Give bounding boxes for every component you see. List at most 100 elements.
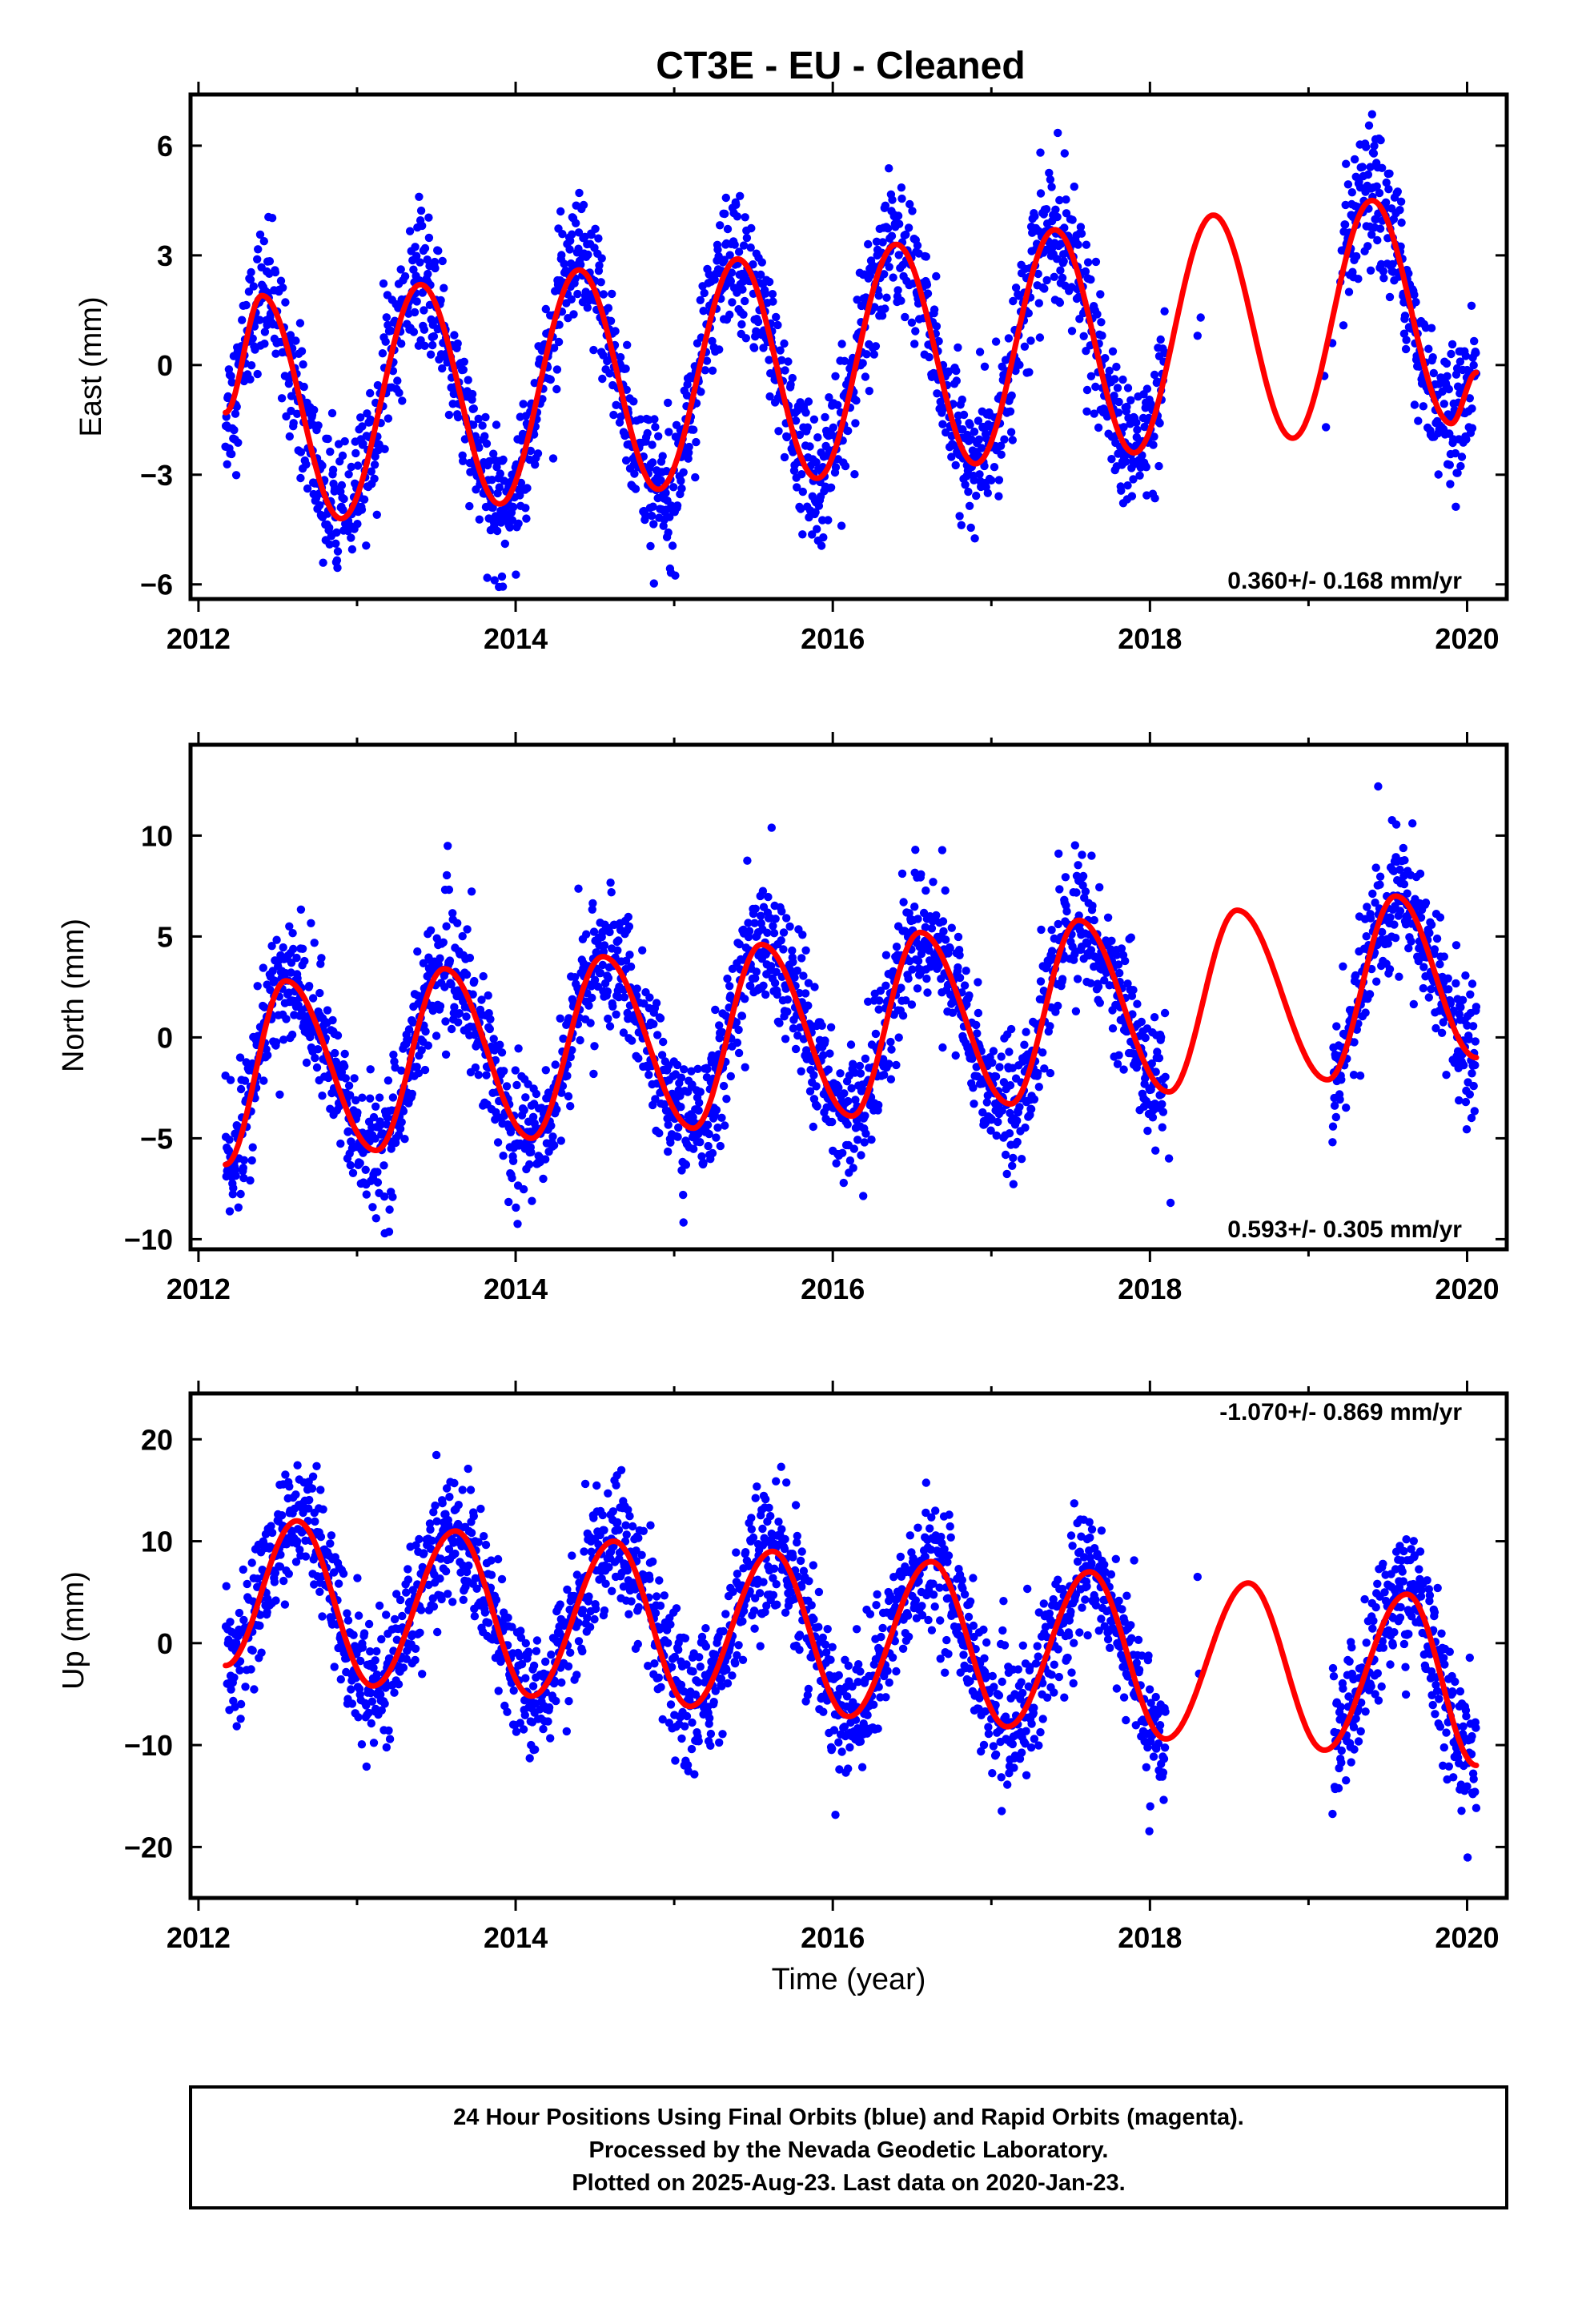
north-data-point — [845, 1156, 855, 1165]
east-data-point — [1469, 360, 1478, 370]
east-data-point — [1067, 327, 1077, 336]
north-data-point — [1362, 932, 1371, 941]
east-data-point — [795, 430, 805, 440]
north-data-point — [716, 1141, 725, 1151]
east-data-point — [1036, 148, 1045, 157]
east-data-point — [1367, 230, 1376, 239]
east-data-point — [1054, 128, 1062, 138]
east-data-point — [1079, 332, 1088, 340]
east-data-point — [332, 528, 341, 537]
east-data-point — [347, 462, 355, 472]
north-data-point — [519, 1184, 528, 1194]
north-data-point — [413, 947, 422, 956]
east-data-point — [347, 545, 357, 554]
east-data-point — [713, 245, 722, 254]
north-data-point — [660, 1100, 669, 1109]
up-data-point — [433, 1627, 442, 1637]
east-data-point — [1062, 195, 1070, 204]
east-data-point — [1358, 163, 1367, 171]
east-data-point — [936, 397, 945, 406]
east-data-point — [344, 470, 353, 479]
north-data-point — [1062, 907, 1071, 916]
east-data-point — [813, 433, 822, 442]
east-data-point — [727, 268, 737, 277]
north-data-point — [681, 1160, 691, 1169]
north-data-point — [343, 1127, 353, 1136]
north-data-point — [752, 967, 761, 976]
north-data-point — [1399, 879, 1409, 889]
north-data-point — [253, 982, 262, 991]
north-data-point — [477, 995, 486, 1004]
east-data-point — [1452, 502, 1460, 511]
north-data-point — [838, 1148, 847, 1158]
east-data-point — [1035, 333, 1045, 342]
north-data-point — [1462, 1125, 1472, 1134]
east-data-point — [671, 571, 680, 580]
north-data-point — [369, 1112, 379, 1122]
north-data-point — [1461, 971, 1470, 980]
north-data-point — [1006, 1024, 1016, 1034]
north-data-point — [604, 974, 613, 983]
east-data-point — [831, 372, 840, 380]
north-data-point — [596, 968, 605, 978]
north-data-point — [735, 939, 744, 949]
north-x-tick-label: 2020 — [1435, 1273, 1499, 1305]
east-data-point — [382, 313, 391, 322]
east-data-point — [474, 414, 483, 424]
east-data-point — [959, 410, 969, 420]
east-data-point — [782, 432, 791, 442]
up-data-point — [222, 1582, 231, 1590]
north-data-point — [689, 1144, 698, 1153]
east-x-tick-label: 2020 — [1435, 622, 1499, 655]
north-data-point — [600, 941, 609, 950]
north-data-point — [1160, 1008, 1170, 1018]
north-data-point — [455, 1009, 464, 1018]
east-data-point — [980, 461, 989, 471]
east-data-point — [1133, 425, 1142, 434]
east-data-point — [1142, 384, 1152, 393]
east-data-point — [897, 194, 906, 203]
east-data-point — [1008, 436, 1018, 444]
up-data-point — [390, 1614, 400, 1624]
east-data-point — [612, 400, 620, 409]
north-data-point — [801, 989, 810, 998]
north-scatter — [221, 782, 1481, 1238]
east-data-point — [647, 511, 656, 521]
north-data-point — [344, 1081, 354, 1090]
east-data-point — [679, 468, 688, 476]
north-data-point — [1470, 1107, 1480, 1116]
east-data-point — [1451, 448, 1460, 458]
north-data-point — [489, 1035, 498, 1043]
east-data-point — [1150, 494, 1159, 503]
east-data-point — [648, 458, 657, 467]
east-rate-label: 0.360+/- 0.168 mm/yr — [1227, 568, 1462, 594]
north-data-point — [826, 1023, 836, 1032]
north-data-point — [1090, 915, 1098, 925]
up-data-point — [230, 1673, 239, 1682]
north-data-point — [620, 993, 629, 1002]
east-data-point — [1366, 163, 1375, 171]
east-data-point — [1410, 400, 1419, 409]
north-data-point — [340, 1062, 349, 1071]
east-data-point — [594, 234, 603, 243]
north-data-point — [1095, 883, 1104, 892]
north-x-tick-label: 2014 — [484, 1273, 548, 1305]
north-data-point — [607, 888, 616, 897]
north-data-point — [734, 1048, 744, 1058]
east-data-point — [715, 345, 724, 354]
east-data-point — [223, 392, 232, 401]
north-data-point — [1158, 1100, 1166, 1109]
north-data-point — [1020, 1040, 1029, 1049]
north-data-point — [851, 1096, 860, 1104]
east-data-point — [499, 455, 508, 464]
east-data-point — [692, 437, 701, 447]
north-data-point — [508, 1173, 516, 1183]
east-data-point — [286, 331, 295, 340]
east-data-point — [1373, 235, 1382, 245]
up-data-point — [436, 1574, 444, 1583]
east-data-point — [970, 476, 978, 485]
east-data-point — [526, 446, 535, 456]
east-data-point — [889, 273, 897, 282]
east-data-point — [1401, 344, 1411, 354]
north-data-point — [428, 1006, 437, 1015]
